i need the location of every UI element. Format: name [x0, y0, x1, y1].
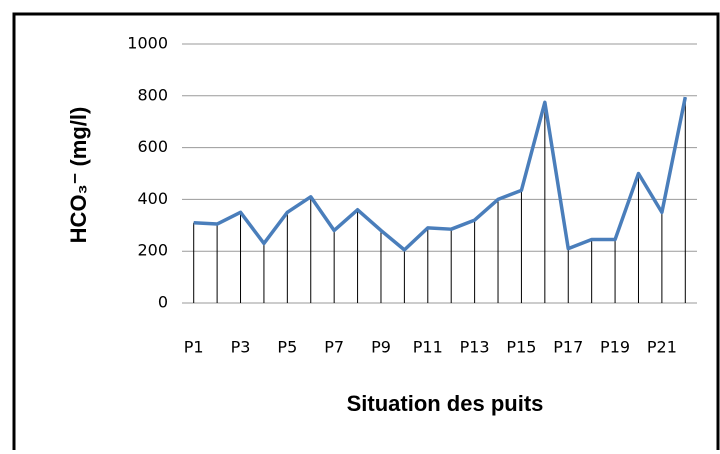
- x-tick-label: P13: [460, 338, 490, 357]
- x-tick-label: P15: [506, 338, 536, 357]
- x-tick-label: P7: [324, 338, 344, 357]
- x-tick-label: P19: [600, 338, 630, 357]
- y-tick-label: 200: [137, 241, 168, 260]
- x-axis-title: Situation des puits: [347, 391, 544, 416]
- x-tick-label: P21: [647, 338, 677, 357]
- y-tick-label: 1000: [127, 34, 168, 53]
- x-tick-label: P11: [413, 338, 443, 357]
- x-tick-label: P1: [184, 338, 204, 357]
- y-tick-label: 400: [137, 189, 168, 208]
- x-tick-label: P5: [277, 338, 297, 357]
- data-line: [193, 96, 688, 252]
- x-tick-label: P17: [553, 338, 583, 357]
- y-tick-label: 800: [137, 85, 168, 104]
- x-tick-label: P3: [231, 338, 251, 357]
- frame: [12, 12, 720, 454]
- y-tick-label: 600: [137, 137, 168, 156]
- x-tick-label: P9: [371, 338, 391, 357]
- y-tick-label: 0: [158, 293, 168, 312]
- y-axis-title: HCO₃⁻ (mg/l): [66, 107, 91, 244]
